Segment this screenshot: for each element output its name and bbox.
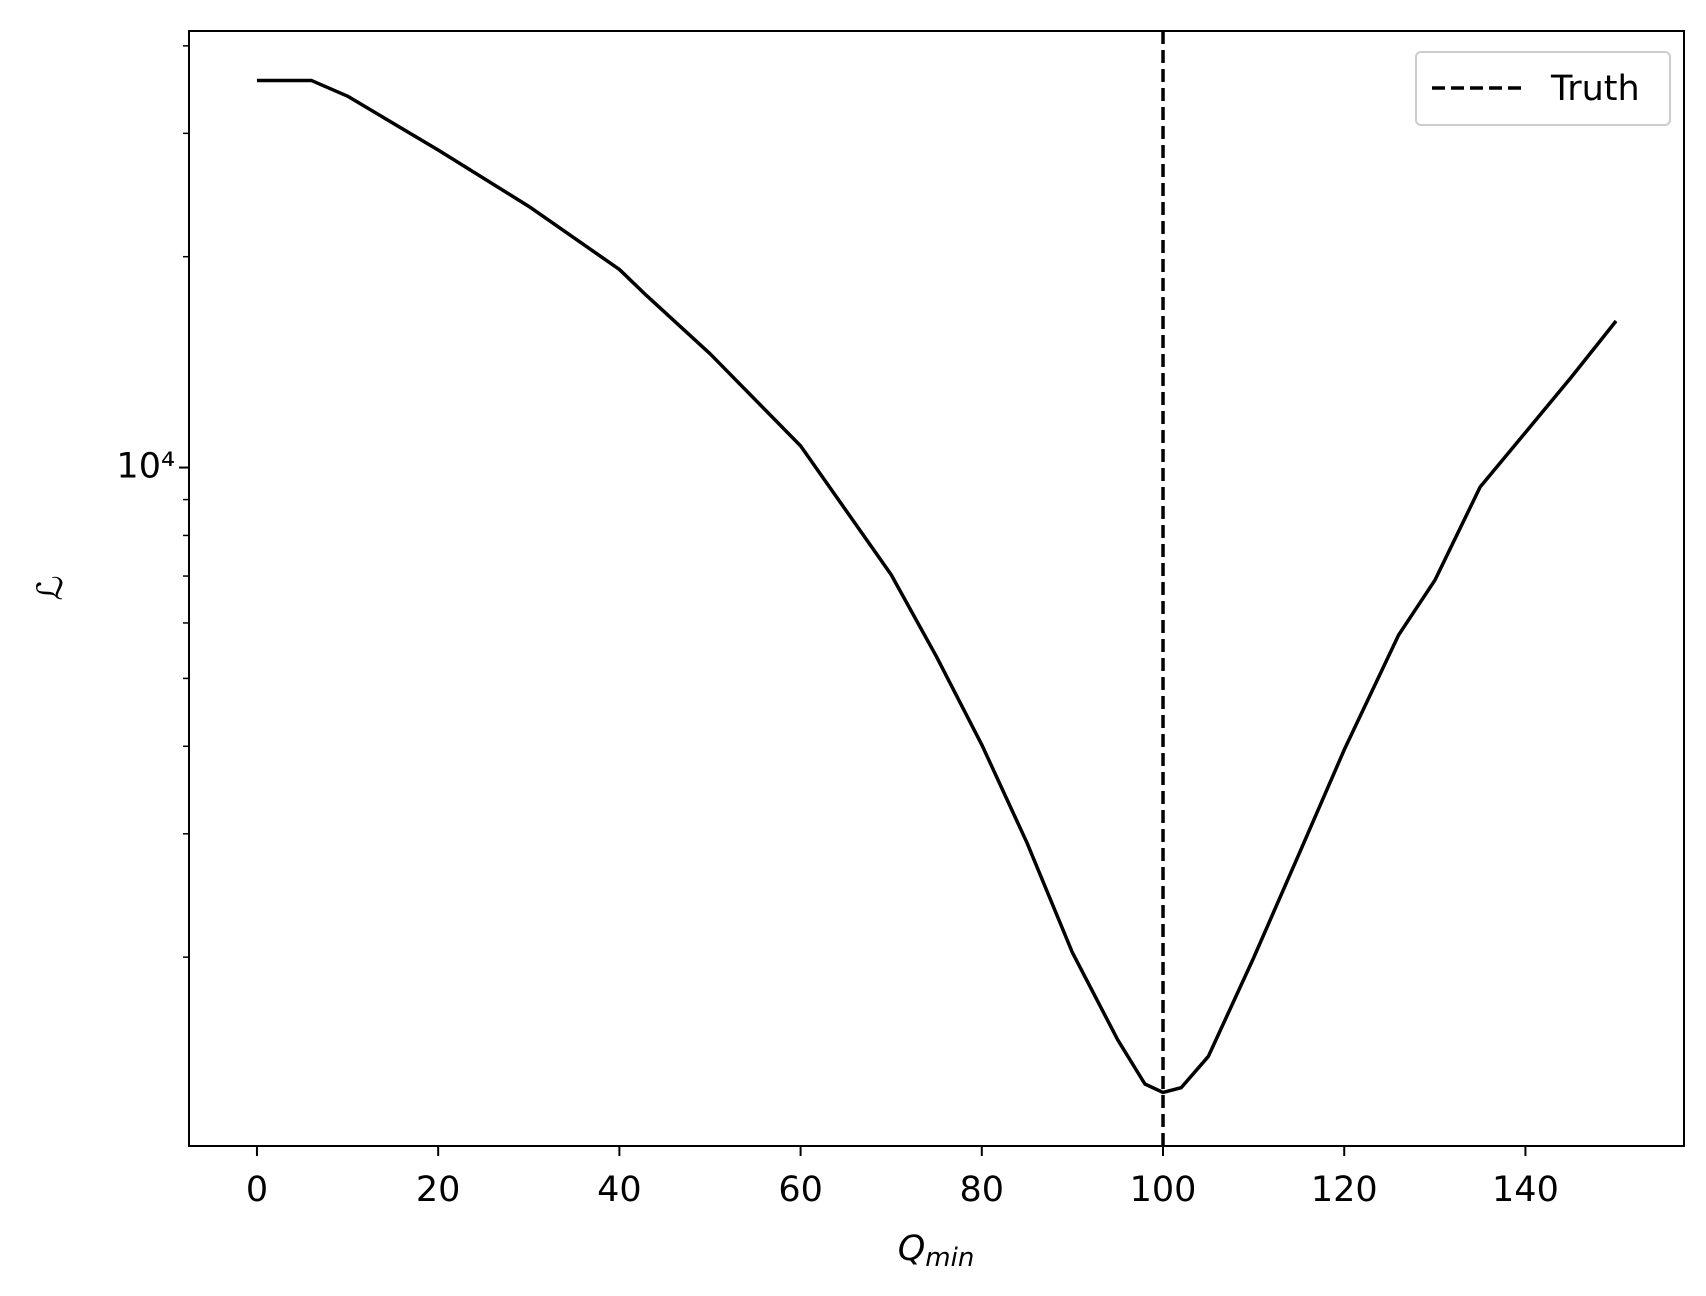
- legend-label: Truth: [1550, 69, 1640, 109]
- line: [256, 78, 1618, 1095]
- plot-frame: [188, 30, 1685, 1147]
- x-tick-label: 20: [416, 1170, 461, 1210]
- legend-box: [1415, 51, 1671, 126]
- y-tick-label: 10⁴: [116, 447, 175, 487]
- x-tick-label: 140: [1492, 1170, 1559, 1210]
- x-tick-label: 120: [1311, 1170, 1378, 1210]
- x-label-sub: min: [925, 1243, 974, 1273]
- x-axis-label: Qmin: [898, 1229, 975, 1273]
- x-tick-label: 80: [960, 1170, 1005, 1210]
- x-tick-label: 40: [597, 1170, 642, 1210]
- y-axis-label: ℒ: [31, 575, 71, 600]
- x-tick-label: 100: [1130, 1170, 1197, 1210]
- x-label-main: Q: [898, 1229, 926, 1269]
- x-tick-label: 0: [246, 1170, 268, 1210]
- x-tick-label: 60: [778, 1170, 823, 1210]
